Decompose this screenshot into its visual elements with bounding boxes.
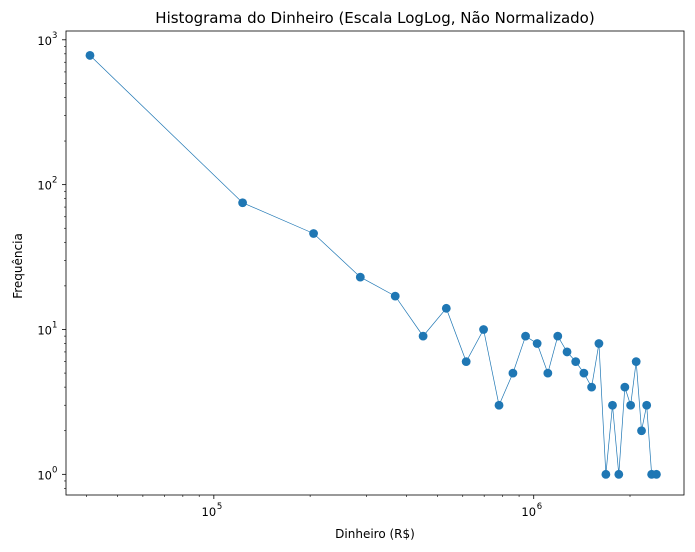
data-point [642, 400, 652, 410]
data-point [85, 51, 95, 60]
data-point [521, 331, 530, 341]
x-tick-label-exponent: 6 [537, 502, 542, 512]
y-tick-label-exponent: 3 [52, 31, 57, 41]
x-tick-label: 10 [202, 505, 217, 519]
x-axis-label: Dinheiro (R$) [335, 527, 415, 541]
y-tick-label: 10 [37, 179, 52, 193]
y-tick-label-exponent: 2 [52, 176, 57, 186]
data-point [355, 272, 365, 282]
data-point [461, 357, 471, 367]
data-point [652, 469, 661, 479]
data-point [562, 347, 572, 357]
data-point [579, 368, 589, 378]
minor-ticks [64, 46, 631, 497]
data-point [418, 331, 428, 341]
data-point [508, 368, 518, 378]
data-point [479, 325, 488, 334]
x-tick-label: 10 [521, 505, 536, 519]
data-point [608, 400, 617, 410]
data-point [601, 469, 611, 479]
data-point [238, 198, 248, 208]
data-series [85, 51, 661, 479]
data-point [553, 331, 563, 341]
data-point [441, 303, 451, 313]
y-tick-label: 10 [37, 323, 52, 337]
y-tick-label: 10 [37, 468, 52, 482]
y-tick-label-exponent: 0 [52, 465, 57, 475]
series-line [89, 55, 657, 475]
data-point [620, 382, 630, 392]
data-point [543, 368, 553, 378]
data-point [390, 291, 400, 301]
data-point [631, 357, 641, 367]
data-point [532, 339, 542, 348]
x-tick-label-exponent: 5 [217, 502, 222, 512]
major-ticks: 10 5 10 610 010 110 210 3 [37, 31, 542, 519]
data-point [637, 426, 646, 436]
data-point [494, 400, 504, 410]
chart-title: Histograma do Dinheiro (Escala LogLog, N… [155, 9, 594, 27]
data-point [309, 229, 318, 238]
data-point [626, 400, 636, 410]
data-point [614, 469, 624, 479]
y-tick-label-exponent: 1 [52, 320, 57, 330]
data-point [594, 339, 604, 348]
y-tick-label: 10 [37, 34, 52, 48]
data-point [571, 357, 581, 367]
data-point [587, 382, 597, 392]
y-axis-label: Frequência [11, 233, 25, 299]
plot-frame [65, 30, 685, 496]
